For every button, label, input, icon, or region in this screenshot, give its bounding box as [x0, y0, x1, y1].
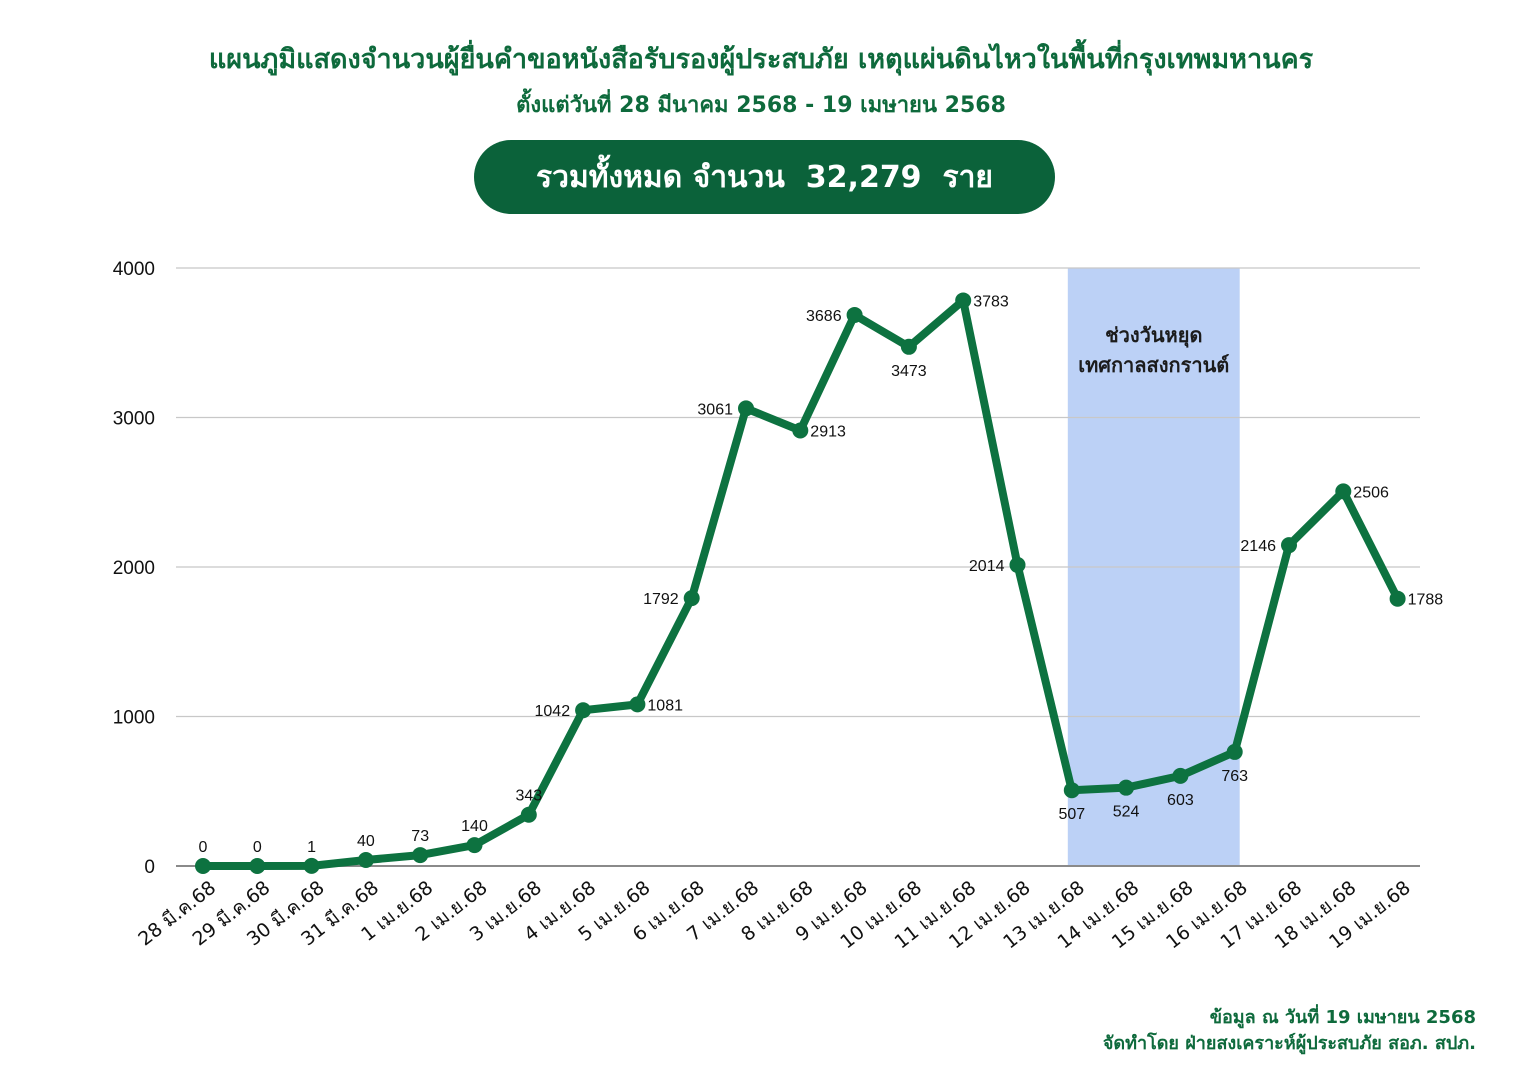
data-point — [683, 590, 700, 607]
data-label: 343 — [515, 788, 542, 805]
data-label: 2913 — [810, 424, 846, 441]
data-label: 2014 — [969, 558, 1005, 575]
data-label: 3686 — [806, 308, 842, 325]
data-point — [629, 696, 646, 713]
data-point — [846, 306, 863, 323]
holiday-label-line: เทศกาลสงกรานต์ — [1078, 353, 1229, 377]
data-label: 3473 — [891, 363, 927, 380]
holiday-label-line: ช่วงวันหยุด — [1105, 323, 1202, 348]
data-label: 73 — [411, 828, 429, 845]
y-tick-label: 2000 — [113, 558, 155, 579]
data-label: 0 — [253, 839, 262, 856]
data-point — [1063, 782, 1080, 799]
data-label: 1788 — [1408, 592, 1444, 609]
total-badge: รวมทั้งหมด จำนวน 32,279 ราย — [474, 140, 1055, 214]
y-tick-label: 0 — [144, 857, 155, 878]
data-point — [1118, 779, 1135, 796]
data-point — [1009, 556, 1026, 573]
data-label: 1081 — [647, 697, 683, 714]
data-point — [466, 837, 483, 854]
data-point — [412, 847, 429, 864]
data-label: 0 — [199, 839, 208, 856]
data-point — [792, 422, 809, 439]
data-point — [357, 852, 374, 869]
data-date-note: ข้อมูล ณ วันที่ 19 เมษายน 2568 — [1209, 1007, 1476, 1028]
data-point — [1389, 590, 1406, 607]
data-label: 1 — [307, 839, 316, 856]
data-label: 140 — [461, 818, 488, 835]
data-point — [520, 806, 537, 823]
data-point — [1172, 767, 1189, 784]
chart-title: แผนภูมิแสดงจำนวนผู้ยื่นคำขอหนังสือรับรอง… — [208, 44, 1314, 75]
data-point — [900, 338, 917, 355]
data-label: 1042 — [535, 703, 571, 720]
y-tick-label: 3000 — [113, 409, 155, 430]
data-label: 603 — [1167, 792, 1194, 809]
chart-subtitle: ตั้งแต่วันที่ 28 มีนาคม 2568 - 19 เมษายน… — [516, 93, 1006, 118]
data-point — [1226, 743, 1243, 760]
data-label: 763 — [1221, 768, 1248, 785]
data-point — [955, 292, 972, 309]
data-point — [1335, 483, 1352, 500]
data-point — [738, 400, 754, 417]
data-point — [195, 858, 211, 874]
data-label: 2146 — [1240, 538, 1276, 555]
y-tick-label: 4000 — [113, 259, 155, 280]
data-label: 1792 — [643, 591, 679, 608]
data-label: 507 — [1058, 806, 1085, 823]
data-label: 524 — [1113, 804, 1140, 821]
credit-note: จัดทำโดย ฝ่ายสงเคราะห์ผู้ประสบภัย สอภ. ส… — [1102, 1033, 1476, 1054]
data-label: 40 — [357, 833, 375, 850]
data-point — [249, 858, 266, 874]
data-point — [303, 857, 320, 874]
data-point — [1281, 537, 1297, 554]
data-point — [575, 702, 592, 719]
data-label: 2506 — [1353, 484, 1389, 501]
y-tick-label: 1000 — [113, 708, 155, 729]
data-label: 3061 — [697, 401, 733, 418]
data-label: 3783 — [973, 293, 1009, 310]
